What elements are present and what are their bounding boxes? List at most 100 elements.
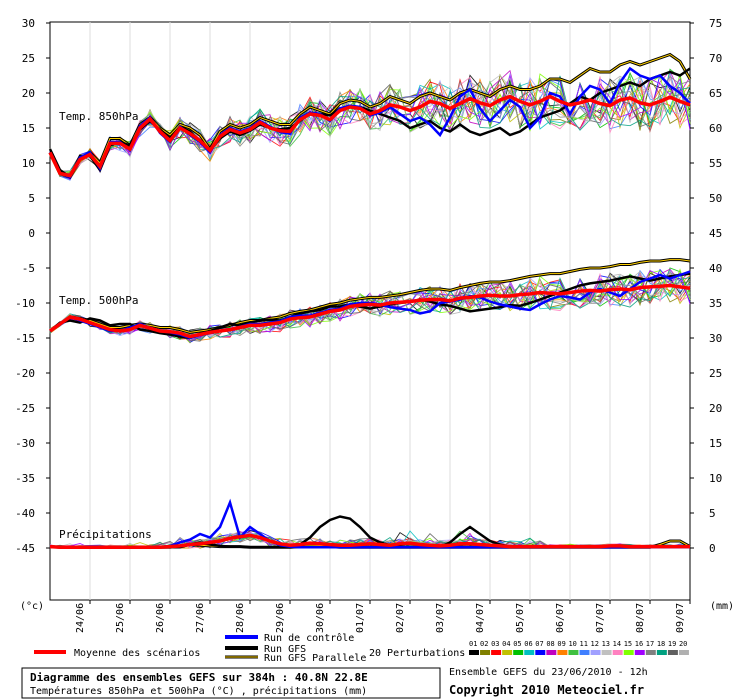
left-tick-label: 15 [22, 122, 35, 135]
left-tick-label: -40 [15, 507, 35, 520]
right-tick-label: 60 [709, 122, 722, 135]
x-tick-label: 07/07 [595, 603, 606, 633]
perturb-swatch [502, 650, 513, 655]
perturb-number: 05 [513, 640, 521, 648]
perturb-swatch [667, 650, 678, 655]
left-tick-label: -45 [15, 542, 35, 555]
x-tick-label: 06/07 [555, 603, 566, 633]
perturb-swatch [612, 650, 623, 655]
perturb-swatch [480, 650, 491, 655]
perturb-swatch [590, 650, 601, 655]
perturb-number: 17 [646, 640, 654, 648]
right-tick-label: 10 [709, 472, 722, 485]
x-tick-label: 03/07 [435, 603, 446, 633]
perturb-swatch [678, 650, 689, 655]
perturb-number: 09 [557, 640, 565, 648]
x-tick-label: 08/07 [635, 603, 646, 633]
series-layer [48, 52, 692, 550]
left-tick-label: -5 [22, 262, 35, 275]
footer-ensemble: Ensemble GEFS du 23/06/2010 - 12h [449, 667, 648, 678]
right-tick-label: 50 [709, 192, 722, 205]
left-axis-unit: (°c) [20, 601, 44, 612]
perturb-swatch [513, 650, 524, 655]
footer-copyright: Copyright 2010 Meteociel.fr [449, 683, 644, 697]
right-tick-label: 35 [709, 297, 722, 310]
footer-subtitle: Températures 850hPa et 500hPa (°C) , pré… [30, 685, 367, 697]
footer-box [21, 667, 441, 699]
x-tick-label: 25/06 [115, 603, 126, 633]
perturb-swatch [645, 650, 656, 655]
t500-gfs-line [49, 272, 691, 340]
right-tick-label: 30 [709, 332, 722, 345]
right-tick-label: 25 [709, 367, 722, 380]
perturb-swatch [524, 650, 535, 655]
left-tick-label: 0 [28, 227, 35, 240]
panel-label-precip: Précipitations [59, 528, 152, 541]
perturb-number: 20 [679, 640, 687, 648]
perturb-number: 18 [657, 640, 665, 648]
x-tick-label: 09/07 [675, 603, 686, 633]
x-tick-label: 05/07 [515, 603, 526, 633]
x-tick-label: 27/06 [195, 603, 206, 633]
footer-title: Diagramme des ensembles GEFS sur 384h : … [30, 671, 368, 684]
left-tick-label: -15 [15, 332, 35, 345]
x-tick-label: 28/06 [235, 603, 246, 633]
legend: Moyenne des scénarios Run de contrôle Ru… [34, 632, 689, 664]
perturb-number: 08 [546, 640, 554, 648]
legend-gfs-parallel-label: Run GFS Parallele [264, 653, 366, 664]
right-tick-label: 15 [709, 437, 722, 450]
perturb-number: 02 [480, 640, 488, 648]
left-tick-label: 30 [22, 17, 35, 30]
perturb-swatch [601, 650, 612, 655]
perturb-number: 11 [580, 640, 588, 648]
perturb-number: 06 [524, 640, 532, 648]
left-tick-label: -20 [15, 367, 35, 380]
perturb-swatch [557, 650, 568, 655]
left-tick-label: -35 [15, 472, 35, 485]
panel-label-t850: Temp. 850hPa [59, 110, 138, 123]
perturb-swatch [656, 650, 667, 655]
perturb-swatch [491, 650, 502, 655]
perturb-number: 12 [591, 640, 599, 648]
left-tick-label: 25 [22, 52, 35, 65]
left-axis: 30 25 20 15 10 5 0 -5 -10 -15 -20 -25 -30 -35 -40 -45 [15, 17, 50, 555]
left-tick-label: -10 [15, 297, 35, 310]
right-tick-label: 5 [709, 507, 716, 520]
left-tick-label: -30 [15, 437, 35, 450]
x-tick-label: 01/07 [355, 603, 366, 633]
precip-mean-line [49, 533, 690, 550]
perturb-number: 16 [635, 640, 643, 648]
legend-perturb-label: 20 Perturbations [369, 648, 465, 659]
perturb-swatch [568, 650, 579, 655]
perturb-swatch [469, 650, 479, 655]
right-axis-unit: (mm) [710, 601, 734, 612]
x-tick-label: 04/07 [475, 603, 486, 633]
perturb-number: 10 [568, 640, 576, 648]
x-tick-label: 29/06 [275, 603, 286, 633]
legend-control-label: Run de contrôle [264, 632, 354, 644]
t850-mean-line [48, 94, 691, 178]
right-tick-label: 0 [709, 542, 716, 555]
perturbation-swatches: 01 02 03 04 05 06 07 08 09 10 11 12 13 14 15 16 17 18 19 20 [469, 640, 689, 655]
right-tick-label: 20 [709, 402, 722, 415]
panel-label-t500: Temp. 500hPa [59, 294, 138, 307]
perturb-number: 15 [624, 640, 632, 648]
left-tick-label: -25 [15, 402, 35, 415]
perturb-swatch [535, 650, 546, 655]
perturb-number: 14 [613, 640, 621, 648]
perturb-number: 07 [535, 640, 543, 648]
x-tick-label: 02/07 [395, 603, 406, 633]
t500-mean-line [48, 283, 691, 339]
perturb-swatch [623, 650, 634, 655]
perturb-swatch [634, 650, 645, 655]
left-tick-label: 20 [22, 87, 35, 100]
legend-gfs-label: Run GFS [264, 644, 306, 655]
x-axis: 24/06 25/06 26/06 27/06 28/06 29/06 30/06 01/07… [75, 600, 691, 633]
x-tick-label: 24/06 [75, 603, 86, 633]
left-tick-label: 5 [28, 192, 35, 205]
x-tick-label: 30/06 [315, 603, 326, 633]
right-tick-label: 75 [709, 17, 722, 30]
right-tick-label: 45 [709, 227, 722, 240]
